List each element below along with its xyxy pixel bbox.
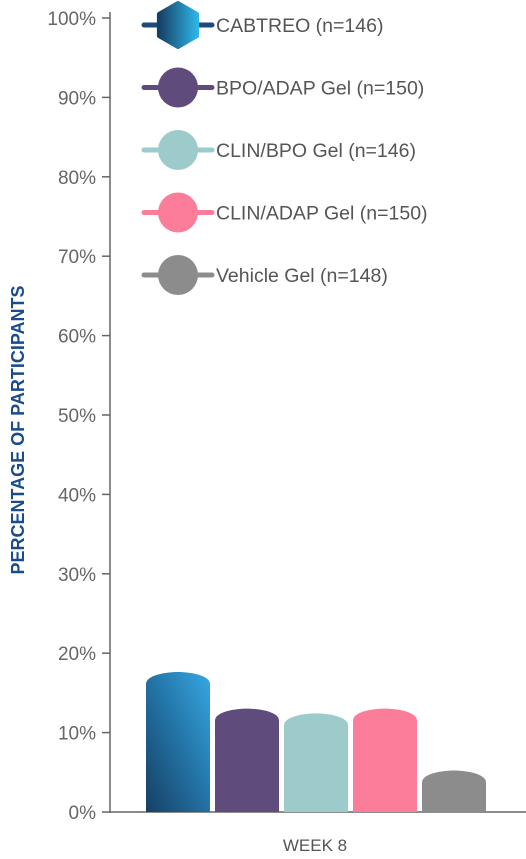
legend-label: BPO/ADAP Gel (n=150) [216,78,424,100]
y-tick-label: 40% [58,485,96,506]
bar-series-4 [353,708,417,812]
y-tick-label: 60% [58,327,96,348]
y-tick-label: 30% [58,565,96,586]
legend-marker-circle [158,67,198,108]
y-axis-title: PERCENTAGE OF PARTICIPANTS [8,285,28,574]
bar-series-2 [215,708,279,812]
legend-label: CLIN/BPO Gel (n=146) [216,140,416,162]
x-category-label: WEEK 8 [283,836,347,855]
legend-label: Vehicle Gel (n=148) [216,265,388,287]
y-tick-label: 10% [58,724,96,745]
bar-series-5 [422,770,486,812]
legend-label: CLIN/ADAP Gel (n=150) [216,203,428,225]
y-tick-label: 90% [58,88,96,109]
legend-label: CABTREO (n=146) [216,15,383,37]
y-tick-label: 100% [47,9,96,30]
legend-marker-circle [158,192,198,233]
bar-series-3 [284,713,348,812]
legend-marker-circle [158,130,198,170]
y-tick-label: 80% [58,168,96,189]
legend: CABTREO (n=146) BPO/ADAP Gel (n=150) CLIN/… [141,1,428,295]
y-tick-label: 0% [69,803,97,824]
legend-marker-circle [158,255,198,295]
y-axis-ticks: 0% 10% 20% 30% 40% 50% 60% 70% 80% 90% 100% [47,9,110,824]
bars [146,672,486,812]
y-tick-label: 70% [58,247,96,268]
y-tick-label: 20% [58,644,96,665]
y-tick-label: 50% [58,406,96,427]
bar-series-1 [146,672,210,812]
legend-marker-hexagon [156,1,200,49]
